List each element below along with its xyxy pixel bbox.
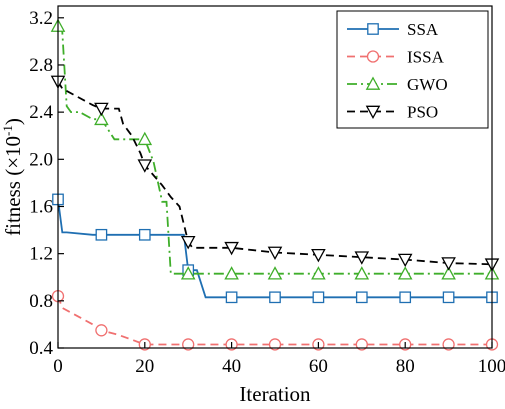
y-axis-title-main: fitness (×10 <box>1 136 25 236</box>
x-tick-label: 60 <box>309 356 328 377</box>
legend: SSA ISSA GWO PSO <box>336 10 489 129</box>
pso-marker <box>441 257 456 271</box>
gwo-marker <box>397 266 413 280</box>
pso-line <box>57 81 493 266</box>
ssa-marker <box>225 291 238 304</box>
legend-item-ssa: SSA <box>347 20 439 39</box>
x-tick-label: 40 <box>222 356 241 377</box>
ssa-marker <box>95 228 108 241</box>
y-tick-label: 0.8 <box>29 291 53 312</box>
gwo-marker <box>224 266 239 280</box>
issa-marker <box>182 338 195 351</box>
legend-marker <box>367 23 379 35</box>
y-tick-label: 1.2 <box>29 244 53 265</box>
legend-box <box>336 10 489 129</box>
pso-marker <box>224 241 239 256</box>
x-tick-label: 20 <box>135 356 154 377</box>
y-tick-label: 2.8 <box>29 55 53 76</box>
gwo-marker <box>354 266 370 280</box>
legend-marker <box>365 105 381 120</box>
x-tick-label: 0 <box>53 356 63 377</box>
pso-marker <box>267 246 283 261</box>
legend-marker <box>365 76 381 90</box>
gwo-marker <box>180 266 196 280</box>
y-tick-label: 3.2 <box>29 8 53 29</box>
legend-item-pso: PSO <box>347 103 438 122</box>
y-tick-label: 1.6 <box>29 196 53 217</box>
legend-label: PSO <box>407 103 438 122</box>
y-axis-title-exponent: -1 <box>0 125 15 136</box>
y-tick-label: 2.0 <box>29 149 53 170</box>
gwo-marker <box>94 111 109 126</box>
tick-layer: 0 20 40 60 80 100 0.4 0.8 1.2 1.6 2.0 2.4 2.8 3.2 <box>29 8 505 377</box>
gwo-line <box>57 25 492 275</box>
plot-frame <box>57 5 493 349</box>
gwo-marker <box>311 266 326 280</box>
y-tick-label: 0.4 <box>29 338 53 359</box>
issa-marker <box>95 324 108 337</box>
ssa-marker <box>312 291 325 304</box>
pso-marker <box>94 102 109 117</box>
x-tick-label: 80 <box>396 356 415 377</box>
issa-marker <box>355 338 368 351</box>
pso-marker <box>311 248 326 263</box>
x-axis-title: Iteration <box>239 382 311 406</box>
gwo-marker <box>137 131 153 146</box>
gwo-marker <box>441 266 456 280</box>
pso-marker <box>354 251 370 265</box>
pso-marker <box>397 253 413 268</box>
legend-label: SSA <box>407 20 439 39</box>
issa-marker <box>268 338 282 351</box>
legend-label: GWO <box>407 75 448 94</box>
gwo-marker <box>267 266 283 280</box>
legend-marker <box>366 50 380 63</box>
legend-label: ISSA <box>407 48 445 67</box>
y-axis-title: fitness (×10-1) <box>0 118 25 236</box>
series-gwo <box>50 18 500 280</box>
issa-marker <box>442 338 455 351</box>
pso-marker <box>180 236 196 250</box>
ssa-marker <box>442 291 455 304</box>
pso-marker <box>137 159 153 173</box>
legend-item-issa: ISSA <box>347 48 445 67</box>
legend-item-gwo: GWO <box>347 75 448 94</box>
ssa-marker <box>138 228 151 241</box>
x-tick-label: 100 <box>478 356 505 377</box>
issa-line <box>57 295 492 346</box>
ssa-marker <box>269 291 281 304</box>
ssa-marker <box>399 291 412 304</box>
y-tick-label: 2.4 <box>29 102 53 123</box>
ssa-marker <box>355 291 368 304</box>
y-axis-title-close: ) <box>1 118 25 125</box>
